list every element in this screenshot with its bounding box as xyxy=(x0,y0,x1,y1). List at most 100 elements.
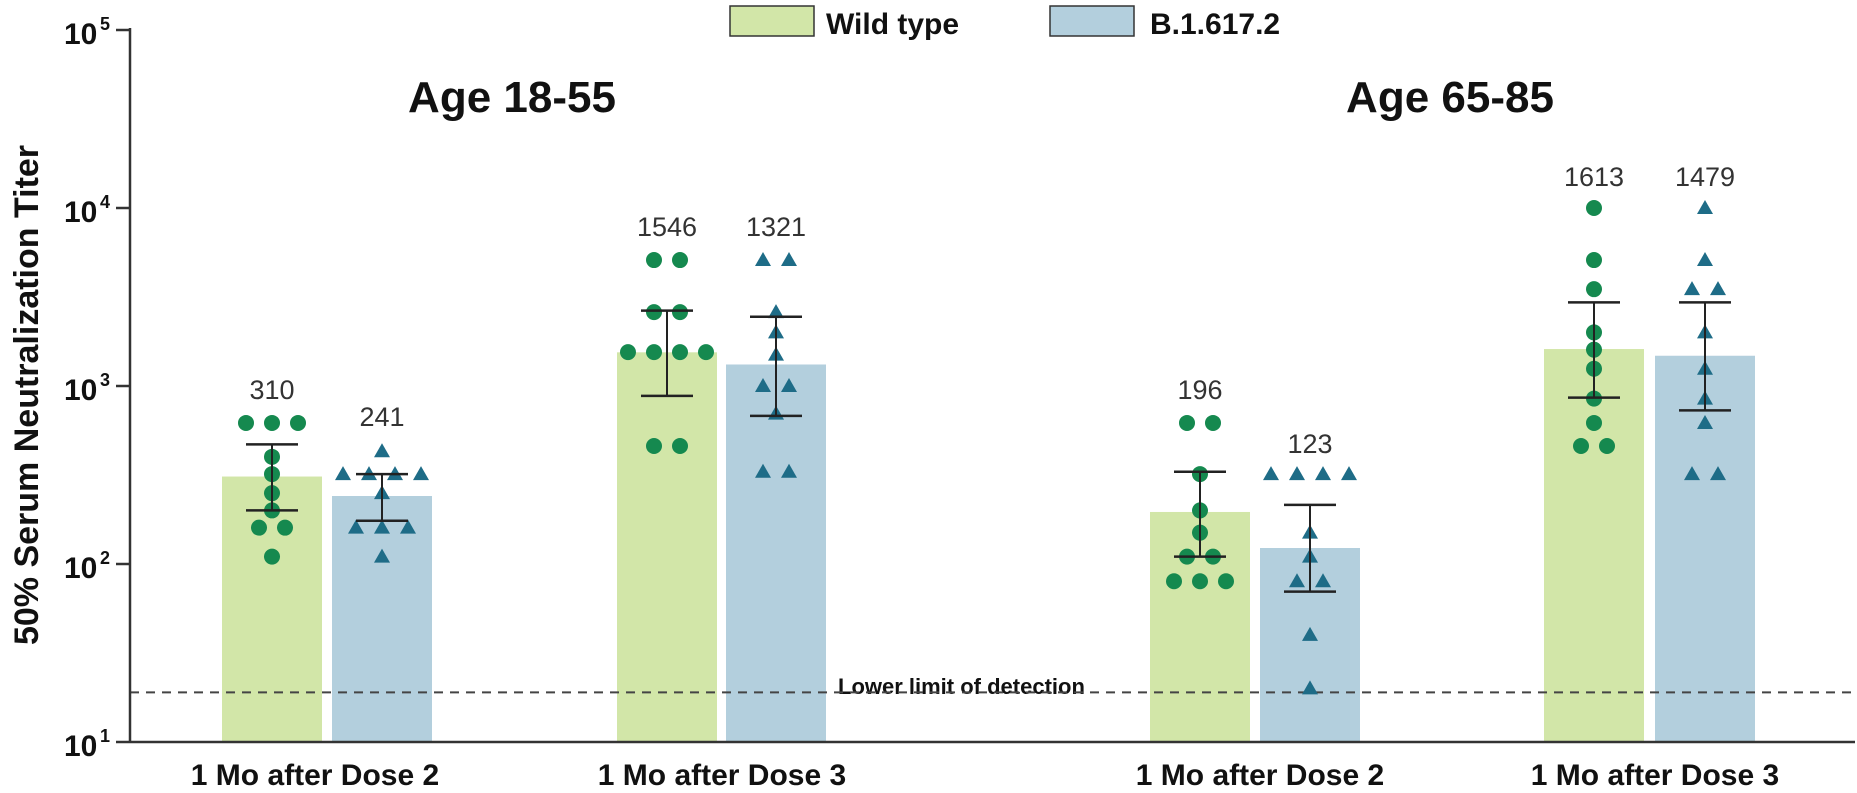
x-tick-label-g1-dose3: 1 Mo after Dose 3 xyxy=(598,759,846,792)
legend-label-b16172: B.1.617.2 xyxy=(1150,8,1280,41)
bar-value-label: 1546 xyxy=(637,212,697,242)
bar-value-label: 1613 xyxy=(1564,162,1624,192)
data-point xyxy=(251,519,267,536)
data-point xyxy=(1289,573,1305,588)
data-point xyxy=(1710,281,1726,296)
x-tick-label-g1-dose2: 1 Mo after Dose 2 xyxy=(191,759,439,792)
y-tick-exp: 4 xyxy=(100,192,110,212)
y-tick-label: 10 3 xyxy=(64,370,110,407)
data-point xyxy=(277,519,293,536)
data-point xyxy=(646,252,662,269)
plot-area xyxy=(116,28,1855,744)
bar xyxy=(1544,349,1644,742)
bar-value-label: 310 xyxy=(249,375,294,405)
data-point xyxy=(646,344,662,361)
data-point xyxy=(1302,680,1318,695)
data-point xyxy=(335,466,351,481)
data-point xyxy=(646,304,662,321)
bar xyxy=(726,364,826,742)
y-tick-label: 10 1 xyxy=(64,726,110,763)
data-point xyxy=(1586,414,1602,431)
bar xyxy=(1655,355,1755,742)
x-tick-label-g2-dose2: 1 Mo after Dose 2 xyxy=(1136,759,1384,792)
legend: Wild type B.1.617.2 xyxy=(729,5,1280,41)
data-point xyxy=(1710,466,1726,481)
data-point xyxy=(646,438,662,455)
y-axis-title: 50% Serum Neutralization Titer xyxy=(8,145,46,645)
data-point xyxy=(620,344,636,361)
data-point xyxy=(1315,573,1331,588)
x-tick-label-g2-dose3: 1 Mo after Dose 3 xyxy=(1531,759,1779,792)
data-point xyxy=(1586,281,1602,298)
bar-value-label: 196 xyxy=(1177,375,1222,405)
data-point xyxy=(755,252,771,267)
data-point xyxy=(400,519,416,534)
data-point xyxy=(698,344,714,361)
data-point xyxy=(1599,438,1615,455)
data-point xyxy=(1192,573,1208,590)
data-point xyxy=(672,344,688,361)
y-tick-label: 10 2 xyxy=(64,548,110,585)
data-point xyxy=(781,252,797,267)
data-point xyxy=(374,548,390,563)
group-title-age-18-55: Age 18-55 xyxy=(408,73,616,122)
data-point xyxy=(374,443,390,458)
bar-value-label: 123 xyxy=(1287,429,1332,459)
legend-swatch-b16172 xyxy=(1049,5,1135,37)
data-point xyxy=(1205,414,1221,431)
data-point xyxy=(1697,414,1713,429)
data-point xyxy=(264,548,280,565)
data-point xyxy=(1289,466,1305,481)
bar xyxy=(332,496,432,742)
data-point xyxy=(1586,200,1602,216)
data-point xyxy=(755,463,771,478)
data-point xyxy=(238,414,254,431)
legend-label-wild-type: Wild type xyxy=(826,8,959,41)
bar-value-label: 1479 xyxy=(1675,162,1735,192)
data-point xyxy=(1684,281,1700,296)
y-tick-base: 10 xyxy=(64,730,97,763)
data-point xyxy=(1302,626,1318,641)
y-tick-exp: 2 xyxy=(100,548,110,568)
data-point xyxy=(768,304,784,319)
data-point xyxy=(374,519,390,534)
y-tick-exp: 5 xyxy=(100,14,110,34)
data-point xyxy=(1179,414,1195,431)
data-point xyxy=(1263,466,1279,481)
y-tick-base: 10 xyxy=(64,196,97,229)
data-point xyxy=(781,378,797,392)
y-tick-label: 10 5 xyxy=(64,14,110,51)
y-tick-exp: 1 xyxy=(100,726,110,746)
data-point xyxy=(781,463,797,478)
y-tick-exp: 3 xyxy=(100,370,110,390)
bar-value-label: 241 xyxy=(359,402,404,432)
data-point xyxy=(672,438,688,455)
data-point xyxy=(1218,573,1234,590)
data-point xyxy=(1315,466,1331,481)
lower-limit-label: Lower limit of detection xyxy=(838,674,1085,699)
data-point xyxy=(1166,573,1182,590)
data-point xyxy=(1341,466,1357,481)
bar xyxy=(617,352,717,742)
data-point xyxy=(264,414,280,431)
data-point xyxy=(1697,252,1713,267)
data-point xyxy=(672,304,688,321)
data-point xyxy=(413,466,429,481)
y-tick-base: 10 xyxy=(64,18,97,51)
data-point xyxy=(1573,438,1589,455)
y-tick-label: 10 4 xyxy=(64,192,110,229)
data-point xyxy=(1697,200,1713,214)
bar xyxy=(222,476,322,742)
y-tick-base: 10 xyxy=(64,552,97,585)
data-point xyxy=(755,378,771,392)
y-tick-base: 10 xyxy=(64,374,97,407)
data-point xyxy=(672,252,688,269)
legend-swatch-wild-type xyxy=(729,5,815,37)
data-point xyxy=(290,414,306,431)
data-point xyxy=(348,519,364,534)
bar-value-label: 1321 xyxy=(746,212,806,242)
group-title-age-65-85: Age 65-85 xyxy=(1346,73,1554,122)
data-point xyxy=(1684,466,1700,481)
data-point xyxy=(1586,252,1602,269)
